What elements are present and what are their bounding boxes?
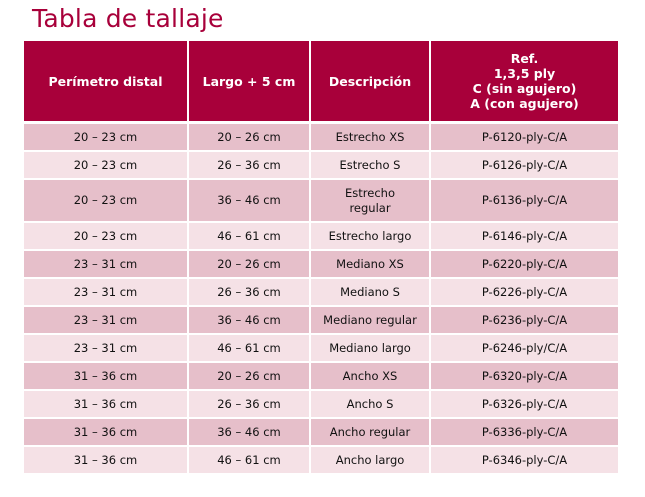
cell-largo: 46 – 61 cm bbox=[189, 223, 311, 251]
cell-descripcion: Estrecho largo bbox=[311, 223, 431, 251]
cell-largo: 36 – 46 cm bbox=[189, 419, 311, 447]
table-row: 23 – 31 cm 20 – 26 cm Mediano XS P-6220-ply… bbox=[24, 251, 618, 279]
cell-largo: 20 – 26 cm bbox=[189, 363, 311, 391]
cell-ref: P-6146-ply-C/A bbox=[431, 223, 618, 251]
table-row: 31 – 36 cm 46 – 61 cm Ancho largo P-6346-pl… bbox=[24, 447, 618, 475]
table-row: 20 – 23 cm 46 – 61 cm Estrecho largo P-6146… bbox=[24, 223, 618, 251]
table-row: 23 – 31 cm 36 – 46 cm Mediano regular P-623… bbox=[24, 307, 618, 335]
cell-ref: P-6126-ply-C/A bbox=[431, 152, 618, 180]
cell-perimetro-distal: 31 – 36 cm bbox=[24, 419, 189, 447]
header-ref-line: C (sin agujero) bbox=[472, 81, 577, 96]
cell-largo: 26 – 36 cm bbox=[189, 152, 311, 180]
header-ref-line: A (con agujero) bbox=[470, 96, 579, 111]
page-title: Tabla de tallaje bbox=[32, 4, 224, 33]
cell-largo: 36 – 46 cm bbox=[189, 180, 311, 223]
header-ref: Ref. 1,3,5 ply C (sin agujero) A (con ag… bbox=[431, 41, 618, 122]
cell-largo: 26 – 36 cm bbox=[189, 279, 311, 307]
cell-descripcion: Ancho regular bbox=[311, 419, 431, 447]
sizing-table: Perímetro distal Largo + 5 cm Descripció… bbox=[24, 41, 618, 475]
cell-perimetro-distal: 23 – 31 cm bbox=[24, 251, 189, 279]
cell-perimetro-distal: 31 – 36 cm bbox=[24, 447, 189, 475]
cell-perimetro-distal: 20 – 23 cm bbox=[24, 152, 189, 180]
table-row: 20 – 23 cm 26 – 36 cm Estrecho S P-6126-ply… bbox=[24, 152, 618, 180]
cell-perimetro-distal: 23 – 31 cm bbox=[24, 307, 189, 335]
header-descripcion: Descripción bbox=[311, 41, 431, 122]
cell-ref: P-6320-ply-C/A bbox=[431, 363, 618, 391]
header-ref-line: 1,3,5 ply bbox=[493, 66, 556, 81]
cell-descripcion: Mediano largo bbox=[311, 335, 431, 363]
cell-descripcion: Estrecho S bbox=[311, 152, 431, 180]
cell-perimetro-distal: 20 – 23 cm bbox=[24, 124, 189, 152]
cell-ref: P-6236-ply-C/A bbox=[431, 307, 618, 335]
table-row: 31 – 36 cm 20 – 26 cm Ancho XS P-6320-ply-C… bbox=[24, 363, 618, 391]
cell-ref: P-6226-ply-C/A bbox=[431, 279, 618, 307]
header-ref-line: Ref. bbox=[510, 51, 539, 66]
cell-perimetro-distal: 20 – 23 cm bbox=[24, 223, 189, 251]
cell-descripcion: Estrecho XS bbox=[311, 124, 431, 152]
header-perimetro-distal: Perímetro distal bbox=[24, 41, 189, 122]
table-row: 20 – 23 cm 20 – 26 cm Estrecho XS P-6120-pl… bbox=[24, 124, 618, 152]
table-row: 31 – 36 cm 26 – 36 cm Ancho S P-6326-ply-C/… bbox=[24, 391, 618, 419]
table-row: 31 – 36 cm 36 – 46 cm Ancho regular P-6336-… bbox=[24, 419, 618, 447]
table-header: Perímetro distal Largo + 5 cm Descripció… bbox=[24, 41, 618, 124]
cell-perimetro-distal: 31 – 36 cm bbox=[24, 391, 189, 419]
cell-perimetro-distal: 31 – 36 cm bbox=[24, 363, 189, 391]
cell-ref: P-6120-ply-C/A bbox=[431, 124, 618, 152]
cell-largo: 46 – 61 cm bbox=[189, 447, 311, 475]
cell-ref: P-6136-ply-C/A bbox=[431, 180, 618, 223]
cell-descripcion: Ancho XS bbox=[311, 363, 431, 391]
cell-ref: P-6220-ply-C/A bbox=[431, 251, 618, 279]
cell-perimetro-distal: 23 – 31 cm bbox=[24, 279, 189, 307]
cell-descripcion: Ancho S bbox=[311, 391, 431, 419]
cell-largo: 46 – 61 cm bbox=[189, 335, 311, 363]
table-row: 23 – 31 cm 46 – 61 cm Mediano largo P-6246-… bbox=[24, 335, 618, 363]
table-body: 20 – 23 cm 20 – 26 cm Estrecho XS P-6120-pl… bbox=[24, 124, 618, 475]
header-largo: Largo + 5 cm bbox=[189, 41, 311, 122]
cell-descripcion: Mediano regular bbox=[311, 307, 431, 335]
cell-descripcion: Estrecho regular bbox=[311, 180, 431, 223]
cell-largo: 36 – 46 cm bbox=[189, 307, 311, 335]
cell-ref: P-6246-ply/C/A bbox=[431, 335, 618, 363]
cell-descripcion: Mediano XS bbox=[311, 251, 431, 279]
cell-ref: P-6346-ply-C/A bbox=[431, 447, 618, 475]
cell-largo: 20 – 26 cm bbox=[189, 251, 311, 279]
cell-largo: 26 – 36 cm bbox=[189, 391, 311, 419]
cell-ref: P-6326-ply-C/A bbox=[431, 391, 618, 419]
table-row: 23 – 31 cm 26 – 36 cm Mediano S P-6226-ply-… bbox=[24, 279, 618, 307]
cell-perimetro-distal: 23 – 31 cm bbox=[24, 335, 189, 363]
cell-descripcion: Ancho largo bbox=[311, 447, 431, 475]
cell-perimetro-distal: 20 – 23 cm bbox=[24, 180, 189, 223]
cell-descripcion: Mediano S bbox=[311, 279, 431, 307]
cell-ref: P-6336-ply-C/A bbox=[431, 419, 618, 447]
table-row: 20 – 23 cm 36 – 46 cm Estrecho regular P-61… bbox=[24, 180, 618, 223]
cell-largo: 20 – 26 cm bbox=[189, 124, 311, 152]
